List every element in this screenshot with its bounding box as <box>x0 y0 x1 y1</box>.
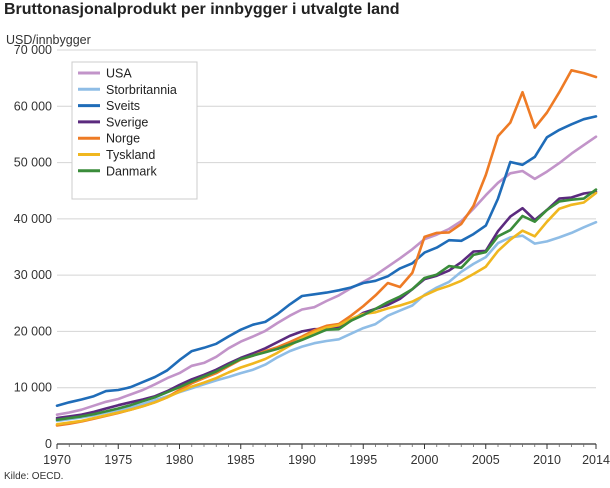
series-lines <box>55 69 598 427</box>
legend-label: Sverige <box>106 115 148 129</box>
series-line-sveits <box>55 115 598 408</box>
x-tick-label: 2005 <box>472 453 500 467</box>
legend-label: Danmark <box>106 164 157 178</box>
y-tick-label: 20 000 <box>14 324 52 338</box>
x-axis-ticks: 1970 1975 1980 1985 1990 1995 2000 2005 2010 2014 <box>43 444 610 467</box>
series-line-storbritannia <box>55 220 598 423</box>
legend-label: Norge <box>106 132 140 146</box>
y-axis-ticks: 0 10 000 20 000 30 000 40 000 50 000 60 000 70 … <box>14 43 52 451</box>
y-tick-label: 50 000 <box>14 156 52 170</box>
y-tick-label: 60 000 <box>14 99 52 113</box>
legend-box <box>71 61 198 200</box>
x-tick-label: 1990 <box>288 453 316 467</box>
y-tick-label: 0 <box>45 437 52 451</box>
legend-label: USA <box>106 67 132 81</box>
x-tick-label: 2014 <box>582 453 610 467</box>
chart-title: Bruttonasjonalprodukt per innbygger i ut… <box>4 1 400 18</box>
x-tick-label: 1995 <box>349 453 377 467</box>
source-note: Kilde: OECD. <box>4 471 64 482</box>
y-tick-label: 70 000 <box>14 43 52 57</box>
y-tick-label: 10 000 <box>14 381 52 395</box>
x-tick-label: 1980 <box>166 453 194 467</box>
x-tick-label: 2010 <box>533 453 561 467</box>
legend-label: Tyskland <box>106 148 155 162</box>
x-tick-label: 1970 <box>43 453 71 467</box>
legend-label: Storbritannia <box>106 83 177 97</box>
x-tick-label: 1985 <box>227 453 255 467</box>
y-tick-label: 40 000 <box>14 212 52 226</box>
x-tick-label: 1975 <box>104 453 132 467</box>
legend: USA Storbritannia Sveits Sverige Norge Tyskla… <box>71 61 198 200</box>
x-tick-label: 2000 <box>411 453 439 467</box>
y-tick-label: 30 000 <box>14 268 52 282</box>
series-line-tyskland <box>55 191 598 426</box>
legend-label: Sveits <box>106 99 140 113</box>
y-axis-label: USD/innbygger <box>6 33 91 47</box>
series-line-danmark <box>55 188 598 422</box>
